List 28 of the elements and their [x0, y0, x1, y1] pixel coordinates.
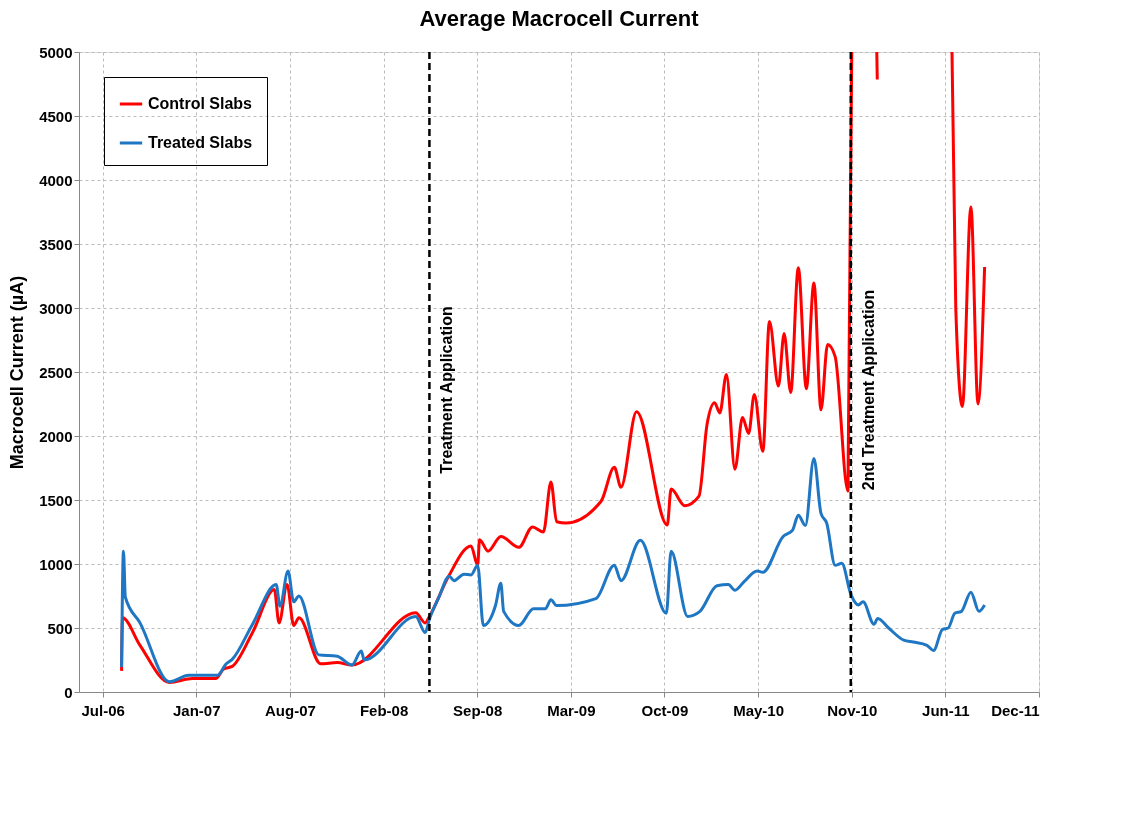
y-tick-label: 1000: [39, 555, 73, 573]
x-tick-label: Feb-08: [359, 701, 409, 719]
legend-label: Control Slabs: [148, 95, 253, 112]
x-tick-label: Mar-09: [547, 701, 596, 719]
x-tick-label: Jul-06: [81, 701, 125, 719]
ref-line-label: Treatment Application: [438, 306, 456, 474]
y-tick-label: 1500: [39, 491, 73, 509]
y-tick-label: 3000: [39, 299, 73, 317]
y-tick-label: 4500: [39, 107, 73, 125]
y-tick-label: 3500: [39, 235, 73, 253]
x-tick-label: May-10: [733, 701, 785, 719]
y-tick-label: 500: [47, 619, 73, 637]
x-tick-label: Jan-07: [173, 701, 221, 719]
x-tick-label: Aug-07: [264, 701, 316, 719]
y-tick-label: 2000: [39, 427, 73, 445]
y-tick-label: 2500: [39, 363, 73, 381]
y-tick-label: 0: [64, 683, 73, 701]
chart-title: Average Macrocell Current: [419, 6, 700, 31]
x-tick-label: Sep-08: [453, 701, 503, 719]
x-tick-label: Nov-10: [827, 701, 878, 719]
x-tick-label: Jun-11: [922, 701, 970, 719]
y-axis-title: Macrocell Current (µA): [7, 275, 28, 470]
ref-line-label: 2nd Treatment Application: [859, 289, 877, 491]
legend-label: Treated Slabs: [148, 134, 253, 151]
y-tick-label: 5000: [39, 43, 73, 61]
y-tick-label: 4000: [39, 171, 73, 189]
x-tick-label: Oct-09: [641, 701, 689, 719]
x-tick-label: Dec-11: [991, 701, 1040, 719]
